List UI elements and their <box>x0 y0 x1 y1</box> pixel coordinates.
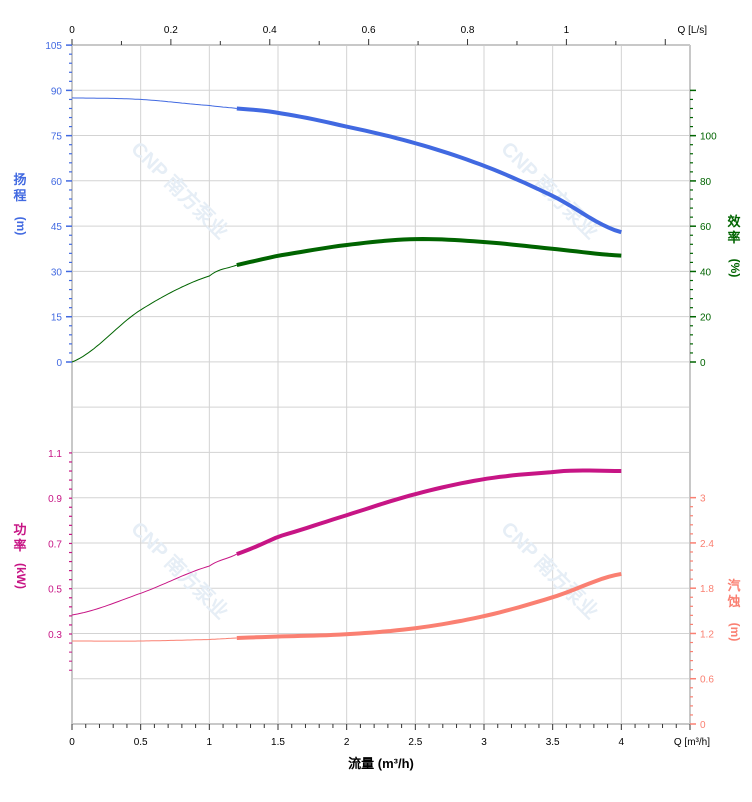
watermark: CNP 南方泵业 <box>126 517 233 624</box>
x2-tick-label: 0.6 <box>362 25 376 36</box>
head-axis-title: 程 <box>13 188 26 203</box>
head-tick-label: 90 <box>51 86 63 97</box>
x-tick-label: 0.5 <box>134 737 148 748</box>
power-tick-label: 0.3 <box>48 630 62 641</box>
npsh-axis-title: 蚀 <box>726 594 740 609</box>
curves <box>71 97 622 642</box>
efficiency-tick-label: 0 <box>700 358 706 369</box>
x2-tick-label: 0.4 <box>263 25 277 36</box>
head-axis-unit: (m) <box>14 217 28 236</box>
x-tick-label: 1 <box>207 737 213 748</box>
x-tick-label: 4 <box>619 737 625 748</box>
head-tick-label: 105 <box>45 41 62 52</box>
axis-labels: 流量 (m³/h) Q [m³/h] Q [L/s] <box>348 25 710 771</box>
power-tick-label: 0.5 <box>48 585 62 596</box>
power-curve-operating <box>236 468 622 556</box>
x-tick-label: 2.5 <box>408 737 422 748</box>
efficiency-tick-label: 100 <box>700 132 717 143</box>
npsh-tick-label: 0 <box>700 720 706 731</box>
head-tick-label: 15 <box>51 313 63 324</box>
head-curve-thin <box>71 97 237 109</box>
efficiency-tick-label: 60 <box>700 222 712 233</box>
efficiency-axis-unit: (%) <box>728 259 742 278</box>
efficiency-tick-label: 20 <box>700 313 712 324</box>
x2-tick-label: 0.8 <box>461 25 475 36</box>
x2-tick-label: 0 <box>69 25 75 36</box>
head-tick-label: 45 <box>51 222 63 233</box>
efficiency-tick-label: 80 <box>700 177 712 188</box>
power-tick-label: 0.9 <box>48 494 62 505</box>
efficiency-curve-operating <box>236 236 622 268</box>
grid <box>71 44 691 725</box>
watermark: CNP 南方泵业 <box>496 137 603 244</box>
npsh-axis-title: 汽 <box>727 578 740 593</box>
x-axis-unit: Q [m³/h] <box>674 737 710 748</box>
head-curve-operating <box>236 106 622 235</box>
npsh-curve-thin <box>72 637 237 642</box>
x-tick-label: 0 <box>69 737 75 748</box>
power-axis-title: 率 <box>13 538 26 553</box>
x2-tick-label: 1 <box>564 25 570 36</box>
npsh-curve-operating <box>236 571 622 640</box>
x-tick-label: 1.5 <box>271 737 285 748</box>
power-tick-label: 1.1 <box>48 449 62 460</box>
head-tick-label: 75 <box>51 132 63 143</box>
efficiency-curve-thin <box>71 264 237 363</box>
efficiency-tick-label: 40 <box>700 267 712 278</box>
head-tick-label: 30 <box>51 267 63 278</box>
efficiency-axis-title: 率 <box>727 230 740 245</box>
npsh-tick-label: 3 <box>700 494 706 505</box>
power-axis-title: 功 <box>13 522 26 537</box>
x-tick-label: 3.5 <box>546 737 560 748</box>
head-tick-label: 0 <box>56 358 62 369</box>
efficiency-axis-title: 效 <box>727 214 741 229</box>
x-tick-label: 3 <box>481 737 487 748</box>
axes: 0 0.5 1 1.5 2 2.5 3 3.5 40 0.2 0.4 0.6 0.8 1015304560… <box>13 25 741 748</box>
npsh-axis-unit: (m) <box>728 623 742 642</box>
power-curve-thin <box>71 553 238 616</box>
x-axis-title: 流量 (m³/h) <box>348 756 414 771</box>
npsh-tick-label: 0.6 <box>700 675 714 686</box>
npsh-tick-label: 1.2 <box>700 629 714 640</box>
head-axis-title: 扬 <box>13 172 26 187</box>
power-axis-unit: (kW) <box>14 563 28 589</box>
power-tick-label: 0.7 <box>48 539 62 550</box>
npsh-tick-label: 1.8 <box>700 584 714 595</box>
x2-tick-label: 0.2 <box>164 25 178 36</box>
npsh-tick-label: 2.4 <box>700 539 714 550</box>
x2-axis-unit: Q [L/s] <box>678 25 708 36</box>
watermark: CNP 南方泵业 <box>126 137 233 244</box>
x-tick-label: 2 <box>344 737 350 748</box>
head-tick-label: 60 <box>51 177 63 188</box>
